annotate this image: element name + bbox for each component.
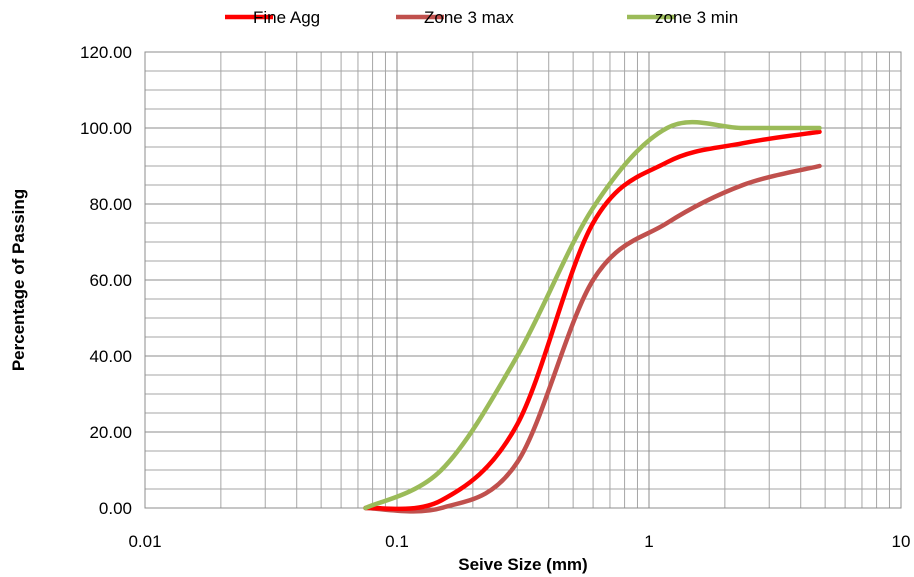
y-tick-label: 60.00: [89, 271, 132, 290]
series-line-zone-3-min: [363, 119, 822, 511]
y-axis-ticks: 0.00 20.00 40.00 60.00 80.00 100.00 120.00: [80, 43, 132, 518]
legend-label-fine-agg: Fine Agg: [253, 8, 320, 27]
plot-border: [144, 51, 902, 509]
y-tick-label: 40.00: [89, 347, 132, 366]
y-tick-label: 0.00: [99, 499, 132, 518]
y-tick-label: 20.00: [89, 423, 132, 442]
x-axis-ticks: 0.01 0.1 1 10: [128, 532, 910, 551]
x-axis-title: Seive Size (mm): [458, 555, 587, 574]
grid: [145, 52, 901, 508]
y-tick-label: 80.00: [89, 195, 132, 214]
series-lines: [363, 119, 822, 514]
legend: Fine Agg Zone 3 max zone 3 min: [225, 8, 738, 27]
y-tick-label: 100.00: [80, 119, 132, 138]
series-line-fine-agg: [363, 129, 822, 512]
y-tick-label: 120.00: [80, 43, 132, 62]
x-tick-label: 1: [644, 532, 653, 551]
x-tick-label: 0.1: [385, 532, 409, 551]
x-tick-label: 10: [892, 532, 911, 551]
x-tick-label: 0.01: [128, 532, 161, 551]
y-axis-title: Percentage of Passing: [9, 189, 28, 371]
series-line-zone-3-max: [363, 163, 822, 514]
legend-label-zone-3-min: zone 3 min: [655, 8, 738, 27]
legend-label-zone-3-max: Zone 3 max: [424, 8, 514, 27]
